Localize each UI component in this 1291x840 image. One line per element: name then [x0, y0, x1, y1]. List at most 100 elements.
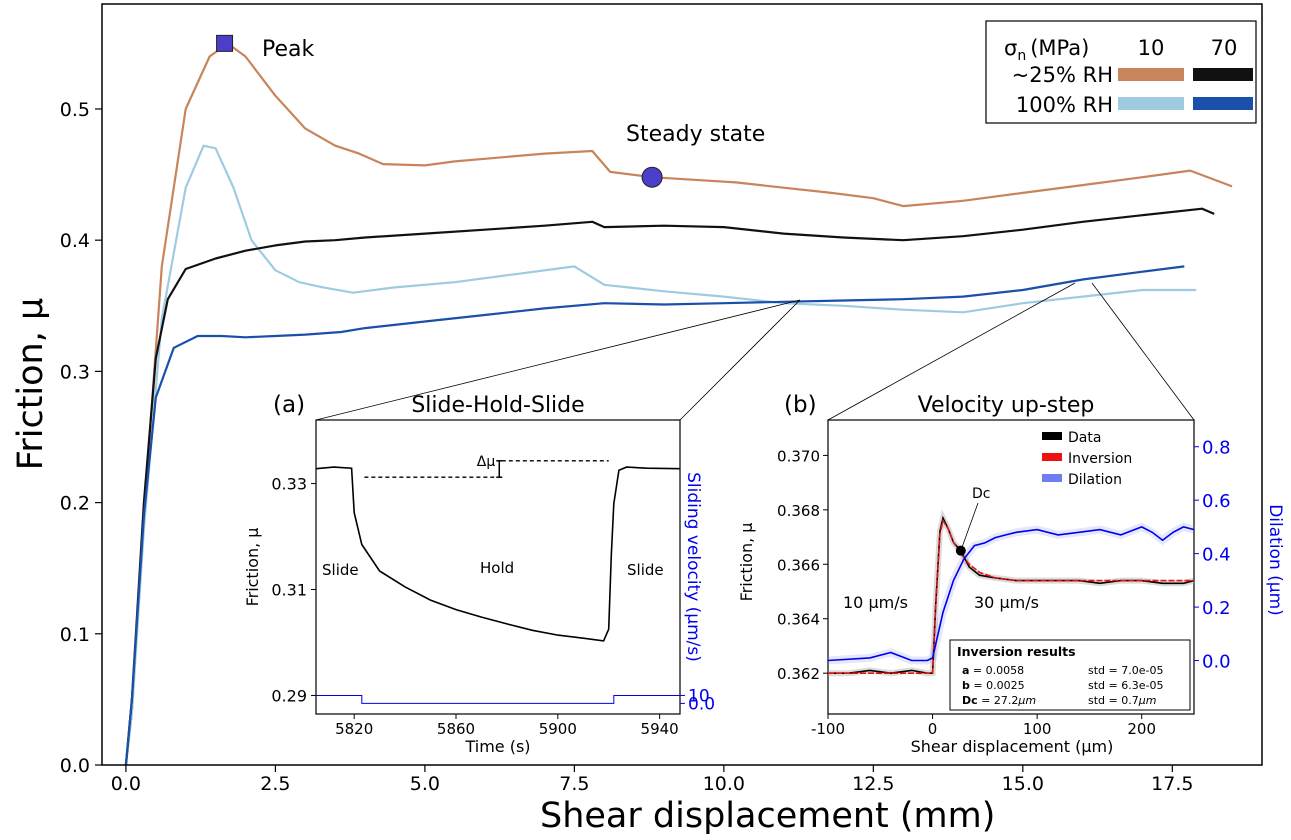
legend-swatch-wet-10	[1118, 97, 1184, 110]
inset-b-dc-label: Dc	[972, 486, 990, 502]
main-y-tick-label: 0.1	[60, 624, 90, 646]
legend-header: σn (MPa)	[1004, 36, 1089, 64]
steady-state-label: Steady state	[626, 122, 765, 147]
inset-b-legend-data: Data	[1068, 430, 1101, 446]
result-b-std: std = 6.3e-05	[1088, 679, 1163, 692]
main-x-tick-label: 2.5	[260, 773, 290, 795]
inset-b-x-tick-label: 100	[1023, 720, 1052, 738]
inset-b-right-tick-label: 0.8	[1202, 438, 1231, 459]
inset-b-x-tick-label: 200	[1127, 720, 1156, 738]
inset-b-x-axis-label: Shear displacement (μm)	[911, 737, 1114, 756]
inset-a-hold-label: Hold	[480, 559, 514, 577]
legend-swatch-dry-70	[1193, 68, 1253, 81]
result-a: a = 0.0058	[962, 664, 1024, 677]
result-dc-std: std = 0.7μm	[1088, 694, 1156, 707]
inset-b-legend-dilation: Dilation	[1068, 472, 1122, 488]
inset-a-slide-right-label: Slide	[627, 561, 664, 579]
inset-a-right-tick-label: 10	[688, 686, 710, 706]
inset-a-x-tick-label: 5820	[335, 720, 373, 738]
result-dc: Dc = 27.2μm	[962, 694, 1036, 707]
main-plot: 0.0 2.5 5.0 7.5 10.0 12.5 15.0 17.5 0.0 0.1 0.2 0.3…	[11, 3, 1263, 836]
legend-row-dry: ~25% RH	[1012, 63, 1113, 87]
main-annotations: Peak Steady state	[262, 37, 765, 147]
result-b: b = 0.0025	[962, 679, 1025, 692]
series-wet_10	[124, 144, 1197, 766]
zoom-connectors	[315, 282, 1195, 421]
inset-b-y-tick-label: 0.362	[777, 665, 820, 683]
inset-a-x-tick-label: 5860	[437, 720, 475, 738]
main-x-tick-label: 10.0	[703, 773, 745, 795]
main-x-axis-label: Shear displacement (mm)	[540, 796, 995, 836]
inset-b-y-tick-label: 0.368	[777, 502, 820, 520]
inset-a-x-axis-label: Time (s)	[464, 737, 530, 756]
inset-a-delta-label: Δμ	[477, 454, 496, 470]
result-a-std: std = 7.0e-05	[1088, 664, 1163, 677]
main-y-tick-label: 0.2	[60, 493, 90, 515]
inset-b-legend-inversion: Inversion	[1068, 451, 1132, 467]
legend-swatch-wet-70	[1193, 97, 1253, 110]
inset-b-dilation-series	[827, 526, 1195, 662]
series-dry_70	[124, 207, 1215, 766]
inset-b-legend-swatch-data	[1042, 432, 1062, 440]
inset-b-panel-label: (b)	[784, 392, 817, 418]
inset-a-y-tick-label: 0.29	[271, 686, 307, 705]
inset-b-y-tick-label: 0.370	[777, 447, 820, 465]
legend-row-wet: 100% RH	[1016, 93, 1113, 117]
peak-marker	[216, 34, 234, 52]
main-x-tick-label: 5.0	[410, 773, 440, 795]
main-x-tick-label: 17.5	[1151, 773, 1193, 795]
series-wet_70	[124, 265, 1185, 766]
main-x-tick-label: 12.5	[852, 773, 894, 795]
inversion-results-frame	[949, 639, 1191, 711]
inset-b-legend: Data Inversion Dilation	[1042, 430, 1132, 488]
inversion-results-box: Inversion results a = 0.0058 std = 7.0e-…	[949, 639, 1191, 711]
inset-b-right-tick-label: 0.2	[1202, 598, 1231, 619]
inset-b-x-tick-label: 0	[928, 720, 938, 738]
main-x-tick-label: 7.5	[559, 773, 589, 795]
inset-a-y-tick-label: 0.31	[271, 581, 307, 600]
main-y-axis-label: Friction, μ	[11, 298, 51, 471]
legend-swatch-dry-10	[1118, 68, 1184, 81]
inset-b-y-tick-label: 0.366	[777, 556, 820, 574]
main-legend: σn (MPa) 10 70 ~25% RH 100% RH	[985, 20, 1257, 124]
inset-b-y-tick-label: 0.364	[777, 611, 820, 629]
inset-a-slide-left-label: Slide	[322, 561, 359, 579]
main-axes-frame	[101, 3, 1263, 766]
main-series-group	[124, 42, 1233, 766]
inset-b-y-axis-label: Friction, μ	[737, 523, 756, 602]
peak-label: Peak	[262, 37, 314, 62]
main-y-tick-label: 0.3	[60, 361, 90, 383]
main-y-tick-label: 0.4	[60, 230, 90, 252]
inset-a-x-tick-label: 5940	[641, 720, 679, 738]
inset-a-right-tick-label: 0.0	[688, 694, 715, 714]
inset-b-right-axis-label: Dilation (μm)	[1265, 504, 1285, 616]
inset-a: Δμ 5820 5860 5900 5940 0.29 0.31 0.33 100.0 (a)…	[243, 392, 715, 756]
inset-a-panel-label: (a)	[273, 392, 305, 418]
inset-a-right-axis-label: Sliding velocity (μm/s)	[683, 472, 703, 662]
legend-col-10: 10	[1138, 36, 1165, 60]
inset-a-velocity-series	[316, 695, 680, 704]
steady-state-marker	[641, 166, 663, 188]
inset-b: -100 0 100 200 0.362 0.364 0.366 0.368 0.370 0.0 0…	[737, 392, 1285, 756]
inset-b-right-tick-label: 0.6	[1202, 491, 1231, 512]
main-y-tick-label: 0.0	[60, 755, 90, 777]
inset-b-legend-swatch-dilation	[1042, 474, 1062, 482]
legend-col-70: 70	[1211, 36, 1238, 60]
main-y-tick-label: 0.5	[60, 99, 90, 121]
inversion-results-title: Inversion results	[957, 644, 1076, 659]
inset-b-title: Velocity up-step	[918, 393, 1095, 418]
inset-a-y-tick-label: 0.33	[271, 475, 307, 494]
series-dry_10	[124, 42, 1233, 766]
inset-b-dc-leader	[960, 502, 979, 551]
inset-a-x-tick-label: 5900	[539, 720, 577, 738]
main-x-tick-label: 15.0	[1002, 773, 1044, 795]
inset-b-right-tick-label: 0.4	[1202, 545, 1231, 566]
inset-b-x-tick-label: -100	[811, 720, 845, 738]
inset-b-velocity-10-label: 10 μm/s	[843, 593, 908, 612]
inset-b-velocity-30-label: 30 μm/s	[974, 593, 1039, 612]
inset-b-dc-point	[955, 545, 966, 556]
inset-a-title: Slide-Hold-Slide	[411, 393, 584, 418]
inset-b-right-tick-label: 0.0	[1202, 652, 1231, 673]
main-x-tick-label: 0.0	[111, 773, 141, 795]
